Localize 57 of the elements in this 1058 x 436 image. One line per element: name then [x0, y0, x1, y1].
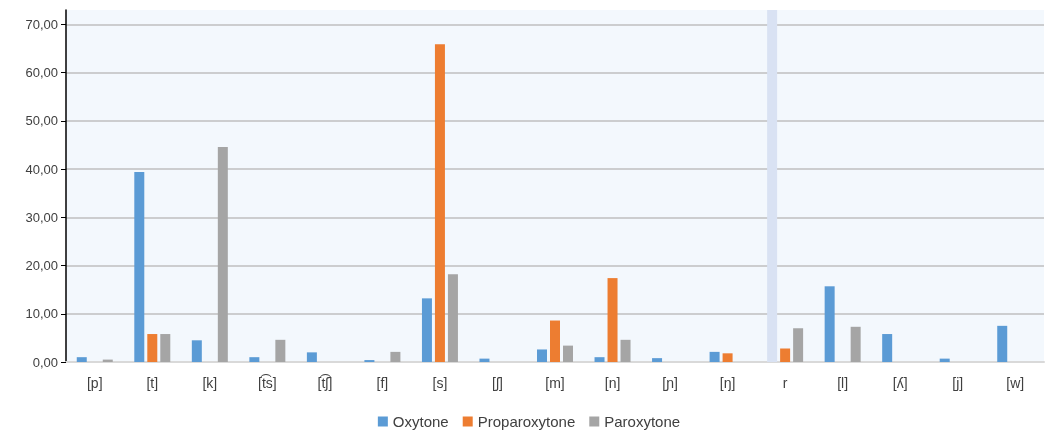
- bar: [537, 349, 547, 362]
- x-tick-label: [n]: [604, 375, 621, 391]
- bar: [652, 358, 663, 362]
- x-tick-label: [m]: [545, 375, 565, 391]
- legend-label: Paroxytone: [604, 413, 681, 430]
- y-tick-label: 30,00: [25, 209, 58, 225]
- x-tick-label: r: [782, 375, 788, 391]
- x-tick-label: [ɲ]: [662, 375, 678, 391]
- bar: [722, 353, 733, 362]
- bar: [147, 334, 158, 362]
- x-tick-label: [j]: [952, 375, 964, 391]
- x-tick-label: [p]: [86, 375, 103, 391]
- bar: [767, 10, 778, 362]
- y-tick-label: 0,00: [32, 354, 58, 370]
- bar: [434, 44, 445, 362]
- bar: [620, 339, 631, 362]
- bar: [793, 328, 804, 362]
- legend-label: Oxytone: [392, 413, 449, 430]
- x-tick-label: [w]: [1006, 375, 1025, 391]
- bar: [850, 326, 861, 362]
- x-tick-label: [ʃ]: [492, 375, 503, 391]
- bar: [76, 357, 87, 362]
- bar: [882, 334, 893, 362]
- bar: [824, 286, 835, 362]
- bar: [306, 352, 317, 362]
- bar: [217, 146, 228, 362]
- x-tick-label: [ŋ]: [719, 375, 736, 391]
- x-tick-label: [s]: [432, 375, 448, 391]
- x-tick-label: [t]: [146, 375, 159, 391]
- x-tick-label: [t͡ʃ]: [317, 373, 333, 391]
- bar: [550, 320, 560, 362]
- bar: [275, 339, 286, 362]
- bar: [997, 325, 1008, 362]
- x-tick-label: [ʎ]: [892, 375, 908, 391]
- legend-label: Proparoxytone: [477, 413, 576, 430]
- x-tick-label: [t͡s]: [258, 373, 277, 391]
- y-tick-label: 40,00: [25, 161, 58, 177]
- bar: [780, 348, 791, 362]
- bar: [563, 345, 573, 362]
- bar: [709, 351, 720, 362]
- bar: [160, 334, 171, 362]
- y-tick-label: 60,00: [25, 65, 58, 81]
- x-tick-label: [k]: [202, 375, 218, 391]
- y-tick-label: 70,00: [25, 16, 58, 32]
- y-tick-label: 20,00: [25, 258, 58, 274]
- bar: [134, 172, 145, 362]
- y-tick-label: 50,00: [25, 113, 58, 129]
- bar: [390, 351, 401, 362]
- bar: [191, 340, 202, 362]
- x-tick-label: [f]: [376, 375, 389, 391]
- bar: [249, 357, 260, 362]
- x-tick-label: [l]: [837, 375, 849, 391]
- bar: [594, 357, 605, 362]
- bar: [447, 274, 458, 362]
- bar: [607, 278, 618, 362]
- y-tick-label: 10,00: [25, 306, 58, 322]
- bar: [421, 298, 432, 362]
